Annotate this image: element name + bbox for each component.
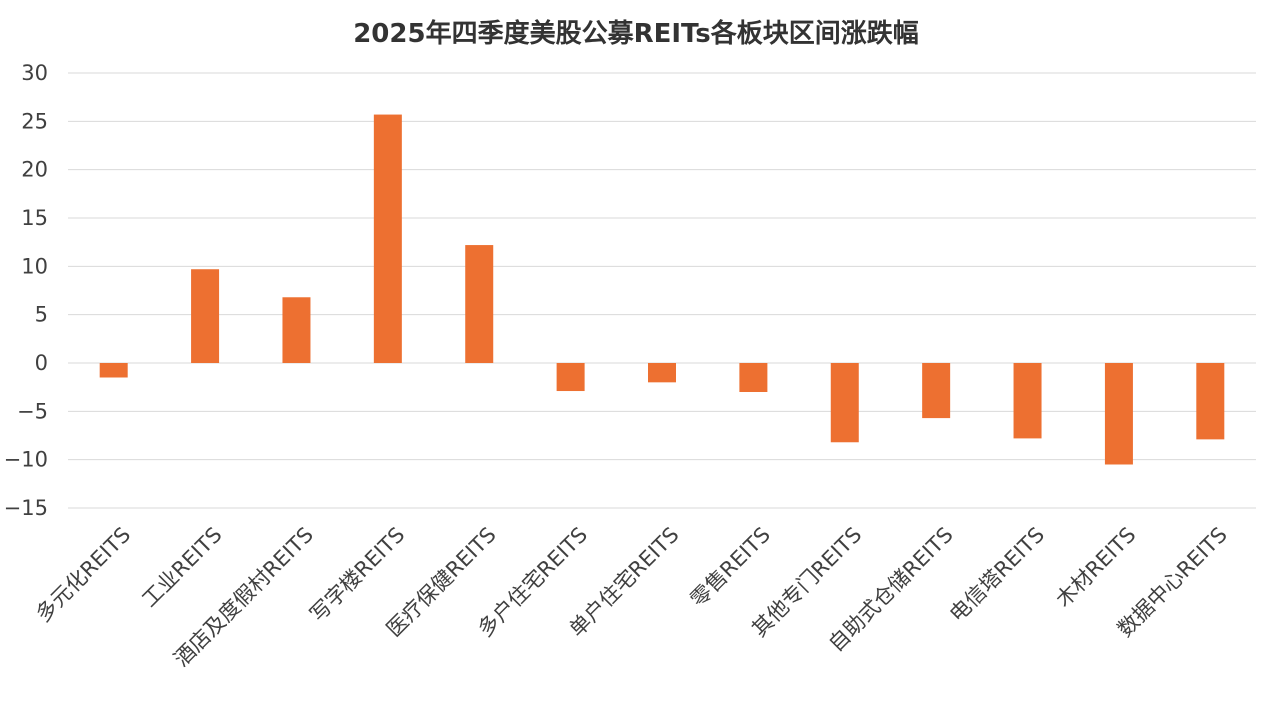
chart-title: 2025年四季度美股公募REITs各板块区间涨跌幅 xyxy=(353,18,919,49)
y-tick-label: 20 xyxy=(21,158,48,182)
bar xyxy=(739,363,768,392)
bar xyxy=(556,363,585,392)
y-tick-label: 30 xyxy=(21,61,48,85)
bar xyxy=(465,245,494,363)
y-tick-label: 25 xyxy=(21,109,48,133)
bar xyxy=(373,114,402,363)
x-category-label: 木材REITS xyxy=(1051,523,1140,612)
bar xyxy=(191,269,220,363)
bar xyxy=(922,363,951,419)
x-category-label: 工业REITS xyxy=(137,523,226,612)
x-category-label: 写字楼REITS xyxy=(305,523,409,627)
y-tick-label: 0 xyxy=(35,351,48,375)
y-tick-label: −5 xyxy=(17,399,48,423)
y-tick-label: −15 xyxy=(4,496,48,520)
bar xyxy=(648,363,676,383)
x-axis-labels: 多元化REITS 工业REITS酒店及度假村REITS写字楼REITS医疗保健RE… xyxy=(31,523,1232,672)
y-tick-label: −10 xyxy=(4,448,48,472)
x-category-label: 电信塔REITS xyxy=(945,523,1049,627)
bar xyxy=(282,297,311,363)
bar xyxy=(1013,363,1042,439)
bar xyxy=(1104,363,1133,465)
x-category-label: 多元化REITS xyxy=(31,523,135,627)
y-tick-label: 15 xyxy=(21,206,48,230)
y-axis-ticks: 30 25 20 15 10 5 0 −5 −10 −15 xyxy=(4,61,48,520)
y-tick-label: 10 xyxy=(21,254,48,278)
bars xyxy=(99,114,1225,465)
bar xyxy=(830,363,859,443)
y-tick-label: 5 xyxy=(35,303,48,327)
bar xyxy=(99,363,128,378)
gridlines xyxy=(68,72,1256,509)
x-category-label: 零售REITS xyxy=(686,523,775,612)
bar xyxy=(1196,363,1225,440)
